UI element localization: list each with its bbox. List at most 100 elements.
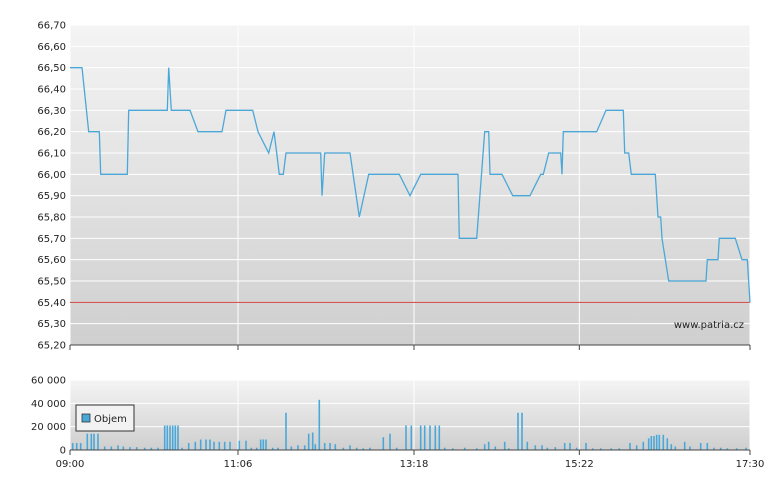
volume-panel: 60 000 40 000 20 000 0 09:00 11:06 13:18 15:22… [31,376,764,471]
volume-bar [218,441,221,450]
volume-bar [262,439,265,450]
volume-y-tick-label: 60 000 [31,376,66,387]
volume-bars [71,399,747,451]
volume-bar [143,447,146,450]
volume-bar [97,433,99,450]
volume-bar [451,448,454,451]
volume-bar [554,447,557,450]
volume-bar [503,441,506,450]
volume-bar [169,425,171,450]
volume-bar [507,448,510,451]
volume-x-tick-label: 17:30 [736,459,765,470]
volume-bar [610,448,613,451]
volume-bar [475,448,478,451]
volume-bar [410,425,413,450]
volume-bar [629,443,631,450]
volume-y-tick-label: 20 000 [31,422,66,433]
volume-bar [318,399,321,450]
price-series-line [70,67,751,303]
volume-bar [658,434,661,450]
volume-bar [79,443,82,450]
volume-bar [229,441,231,450]
volume-bar [706,443,709,450]
volume-bar [534,445,537,450]
volume-bar [122,446,125,450]
volume-bar [177,425,179,450]
volume-bar [174,425,177,450]
volume-bar [135,447,138,450]
price-y-tick-label: 66,50 [37,63,66,74]
volume-bar [238,440,241,450]
volume-bar [342,447,345,450]
price-y-tick-label: 66,00 [37,170,66,181]
volume-bar [199,439,202,450]
volume-bar [86,433,89,450]
volume-bar [575,447,578,450]
volume-bar [487,441,490,450]
volume-bar [290,446,293,450]
volume-bar [434,425,437,450]
volume-bar [285,412,287,450]
volume-plot-background [70,380,750,450]
volume-x-tick-label: 13:18 [400,459,429,470]
volume-bar [314,444,317,450]
volume-bar [150,447,153,450]
volume-bar [75,443,78,450]
volume-bar [277,447,279,450]
volume-bar [526,441,529,450]
price-y-tick-label: 66,30 [37,106,66,117]
volume-bar [735,448,738,451]
volume-bar [546,447,549,450]
volume-bar [209,439,211,450]
volume-bar [389,433,391,450]
volume-bar [463,447,466,450]
volume-bar [369,447,371,450]
volume-bar [307,433,310,450]
volume-bar [93,433,95,450]
volume-grid [69,379,751,451]
price-y-tick-label: 66,40 [37,85,66,96]
volume-bar [494,446,497,450]
volume-bar [689,446,691,450]
volume-bar [642,441,645,450]
volume-bar [90,433,93,450]
price-panel: 66,70 66,60 66,50 66,40 66,30 66,20 66,10 66,00… [37,21,751,352]
volume-bar [647,438,650,450]
price-y-tick-label: 65,80 [37,213,66,224]
volume-bar [683,441,686,450]
volume-bar [171,425,174,450]
volume-bar [157,447,159,450]
volume-bar [653,436,655,450]
volume-bar [438,425,441,450]
watermark: www.patria.cz [674,320,744,331]
volume-y-tick-labels: 60 000 40 000 20 000 0 [31,376,66,457]
price-y-tick-label: 65,50 [37,277,66,288]
volume-bar [103,446,106,450]
volume-bar [355,447,358,450]
price-y-tick-label: 66,10 [37,149,66,160]
volume-bar [271,447,274,450]
volume-bar [569,443,571,450]
volume-bar [666,438,669,450]
volume-bar [563,443,566,450]
volume-bar [311,432,314,450]
price-plot-background [70,25,750,345]
volume-bar [405,425,407,450]
volume-bar [213,441,215,450]
volume-bar [265,439,267,450]
price-y-tick-label: 65,40 [37,298,66,309]
volume-bar [334,444,337,450]
volume-bar [259,439,262,450]
price-y-tick-label: 65,60 [37,255,66,266]
price-y-tick-label: 66,70 [37,21,66,32]
volume-x-tick-labels: 09:00 11:06 13:18 15:22 17:30 [56,450,765,470]
volume-bar [585,443,587,450]
volume-bar [655,434,658,450]
volume-bar [662,434,665,450]
volume-bar [205,439,207,450]
volume-bar [255,447,258,450]
volume-bar [71,443,74,450]
volume-bar [419,425,422,450]
volume-bar [245,440,247,450]
volume-bar [719,447,722,450]
